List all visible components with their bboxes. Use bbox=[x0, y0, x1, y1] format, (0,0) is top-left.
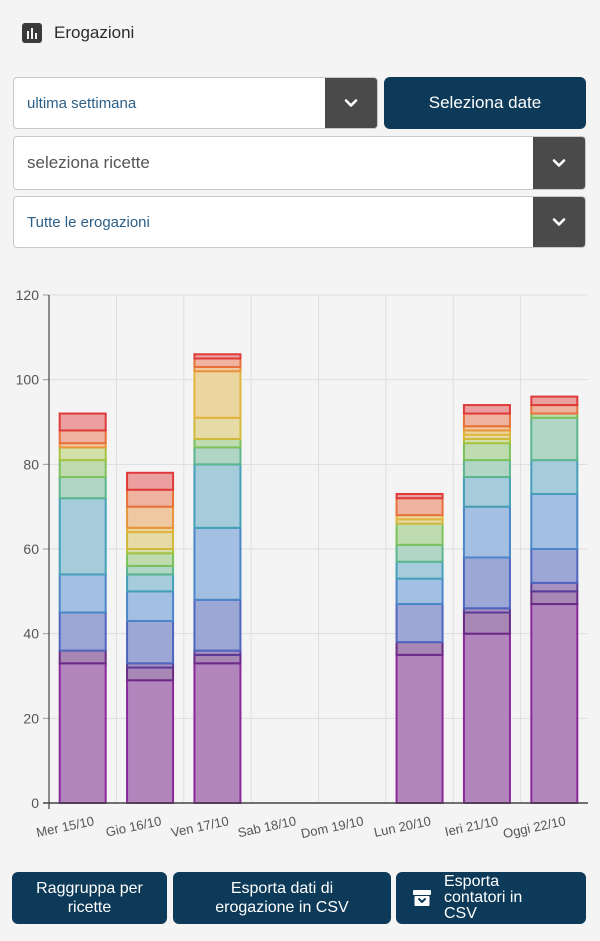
bar-segment bbox=[193, 370, 242, 419]
bar-segment bbox=[395, 603, 444, 644]
page-header: Erogazioni bbox=[22, 20, 134, 46]
x-tick-label: Oggi 22/10 bbox=[502, 813, 567, 841]
archive-download-icon bbox=[413, 890, 431, 906]
bar-segment bbox=[126, 564, 175, 576]
y-tick-label: 60 bbox=[23, 541, 39, 557]
bar-segment bbox=[58, 611, 107, 652]
x-tick-label: Mer 15/10 bbox=[35, 813, 95, 840]
bar-segment bbox=[530, 492, 579, 550]
bar-segment bbox=[58, 412, 107, 432]
bar-segment bbox=[193, 526, 242, 601]
bar-segment bbox=[530, 395, 579, 407]
export-counters-csv-button[interactable]: Esporta contatori in CSV bbox=[396, 872, 586, 924]
bar-segment bbox=[193, 353, 242, 360]
bar-segment bbox=[58, 573, 107, 614]
y-tick-label: 100 bbox=[16, 372, 40, 388]
bar-segment bbox=[395, 577, 444, 606]
bar-segment bbox=[58, 446, 107, 462]
dispense-type-select-value: Tutte le erogazioni bbox=[27, 213, 150, 231]
bar-segment bbox=[462, 505, 511, 559]
bar-segment bbox=[126, 552, 175, 567]
bar-segment bbox=[530, 416, 579, 462]
bar-segment bbox=[193, 437, 242, 449]
bar-segment bbox=[395, 560, 444, 580]
bar-segment bbox=[126, 471, 175, 491]
bar-segment bbox=[58, 649, 107, 665]
bar-segment bbox=[395, 522, 444, 546]
group-by-recipes-button[interactable]: Raggruppa per ricette bbox=[12, 872, 167, 924]
dispensing-stacked-bar-chart: 0 20 40 60 80 100 120 Mer 15/10 Gio 16/10 Ven 17/… bbox=[16, 287, 588, 841]
bar-segment bbox=[126, 679, 175, 805]
x-tick-label: Ieri 21/10 bbox=[443, 813, 499, 839]
bar-segment bbox=[462, 556, 511, 610]
recipes-select-placeholder: seleziona ricette bbox=[27, 153, 150, 172]
select-dates-button-label: Seleziona date bbox=[428, 93, 542, 112]
bar-segment bbox=[58, 497, 107, 576]
bar-segment bbox=[126, 619, 175, 665]
x-tick-label: Dom 19/10 bbox=[299, 813, 364, 841]
bar-segment bbox=[58, 429, 107, 445]
bar-segment bbox=[58, 459, 107, 479]
bar-segment bbox=[193, 662, 242, 804]
recipes-select[interactable]: seleziona ricette bbox=[13, 136, 586, 190]
export-counters-csv-button-label: Esporta contatori in CSV bbox=[444, 873, 523, 922]
bar-segment bbox=[126, 488, 175, 508]
bar-segment bbox=[462, 459, 511, 479]
x-tick-label: Sab 18/10 bbox=[236, 813, 297, 840]
bar-segment bbox=[395, 653, 444, 805]
period-select[interactable]: ultima settimana bbox=[13, 77, 378, 129]
page-title: Erogazioni bbox=[54, 23, 135, 42]
bar-segment bbox=[530, 581, 579, 593]
chevron-down-icon[interactable] bbox=[533, 197, 585, 247]
bar-segment bbox=[462, 611, 511, 635]
y-tick-label: 20 bbox=[23, 710, 39, 726]
bar-segment bbox=[193, 446, 242, 466]
bar-segment bbox=[126, 590, 175, 622]
chevron-down-icon[interactable] bbox=[325, 78, 377, 128]
bar-segment bbox=[193, 416, 242, 440]
bar-segment bbox=[58, 662, 107, 804]
bar-segment bbox=[395, 641, 444, 656]
x-tick-label: Lun 20/10 bbox=[372, 813, 432, 840]
bar-segment bbox=[462, 476, 511, 508]
bar-segment bbox=[193, 357, 242, 368]
bar-segment bbox=[530, 548, 579, 584]
bar-segment bbox=[395, 497, 444, 517]
bar-segment bbox=[462, 442, 511, 462]
bar-segment bbox=[126, 531, 175, 550]
bar-segment bbox=[462, 632, 511, 804]
y-tick-label: 120 bbox=[16, 287, 40, 303]
chevron-down-icon[interactable] bbox=[533, 137, 585, 189]
x-tick-label: Ven 17/10 bbox=[170, 813, 230, 840]
x-tick-label: Gio 16/10 bbox=[104, 813, 162, 839]
bar-segment bbox=[126, 505, 175, 529]
y-tick-label: 0 bbox=[31, 795, 39, 811]
bar-segment bbox=[126, 666, 175, 682]
bar-segment bbox=[58, 476, 107, 500]
export-dispensing-csv-button-label: Esporta dati di erogazione in CSV bbox=[215, 880, 349, 916]
bar-segment bbox=[193, 653, 242, 665]
y-tick-label: 40 bbox=[23, 626, 39, 642]
export-dispensing-csv-button[interactable]: Esporta dati di erogazione in CSV bbox=[173, 872, 391, 924]
y-tick-label: 80 bbox=[23, 456, 39, 472]
bar-segment bbox=[126, 573, 175, 593]
bar-segment bbox=[462, 404, 511, 415]
bar-segment bbox=[530, 603, 579, 804]
bar-segment bbox=[193, 463, 242, 529]
bar-segment bbox=[395, 543, 444, 563]
bar-segment bbox=[530, 459, 579, 495]
bar-segment bbox=[462, 412, 511, 428]
bar-segment bbox=[530, 590, 579, 606]
select-dates-button[interactable]: Seleziona date bbox=[384, 77, 586, 129]
bar-segment bbox=[193, 598, 242, 652]
period-select-value: ultima settimana bbox=[27, 94, 137, 112]
dispense-type-select[interactable]: Tutte le erogazioni bbox=[13, 196, 586, 248]
group-by-recipes-button-label: Raggruppa per ricette bbox=[36, 880, 143, 916]
bar-segment bbox=[395, 492, 444, 500]
bar-chart-icon bbox=[22, 23, 42, 43]
bar-segment bbox=[530, 404, 579, 415]
